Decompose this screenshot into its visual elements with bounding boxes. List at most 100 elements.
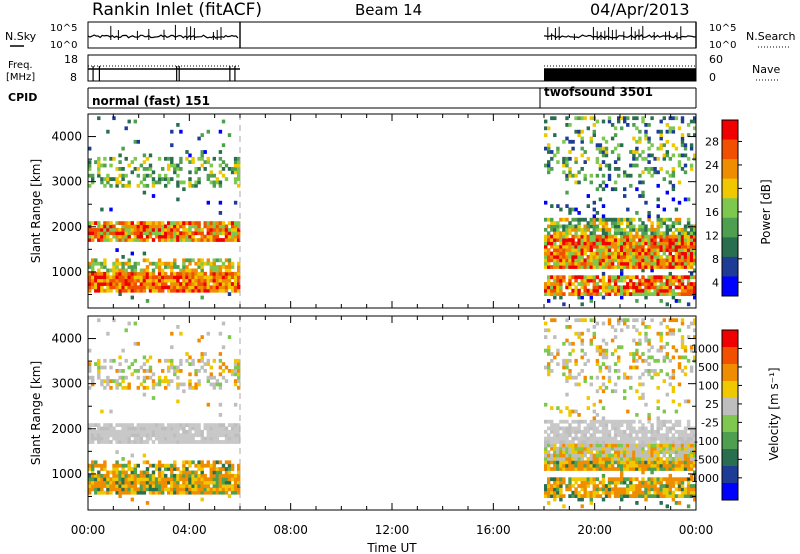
velocity-cell	[544, 467, 548, 471]
velocity-cell	[136, 375, 140, 380]
power-cell	[626, 173, 630, 178]
power-cell	[121, 177, 125, 181]
velocity-cell	[629, 352, 633, 356]
velocity-cell	[653, 494, 657, 498]
velocity-cell	[164, 375, 168, 380]
power-cell	[206, 288, 210, 293]
power-cell	[121, 227, 125, 232]
power-cell	[200, 163, 204, 168]
power-cell	[218, 180, 223, 185]
velocity-cell	[550, 453, 554, 458]
velocity-cell	[139, 473, 144, 478]
velocity-cell	[209, 490, 213, 495]
velocity-cell	[115, 490, 119, 495]
velocity-cell	[686, 504, 691, 509]
velocity-cell	[689, 463, 694, 468]
velocity-cell	[693, 497, 697, 502]
power-cell	[683, 143, 688, 148]
velocity-cell	[668, 453, 672, 458]
velocity-cell	[598, 399, 603, 404]
velocity-cell	[237, 473, 241, 478]
velocity-cell	[224, 429, 229, 434]
power-cell	[580, 234, 584, 239]
power-cell	[680, 248, 685, 252]
velocity-cell	[592, 426, 596, 431]
power-cell	[583, 177, 587, 181]
velocity-cell	[604, 341, 609, 346]
power-cell	[650, 292, 654, 296]
power-cell	[568, 227, 572, 232]
velocity-cell	[230, 429, 235, 434]
velocity-cell	[644, 450, 648, 454]
velocity-cell	[632, 453, 636, 458]
velocity-cell	[668, 419, 672, 424]
power-cell	[583, 217, 587, 222]
velocity-cell	[215, 480, 220, 485]
power-cell	[589, 275, 593, 280]
velocity-cell	[173, 433, 177, 438]
power-cell	[118, 238, 122, 242]
velocity-cell	[142, 429, 147, 434]
power-cell	[218, 258, 223, 263]
power-cell	[635, 231, 639, 236]
power-cell	[665, 258, 669, 263]
velocity-cell	[595, 345, 600, 350]
power-cell	[145, 167, 150, 171]
velocity-cell	[650, 423, 654, 427]
power-cell	[233, 275, 238, 280]
power-cell	[136, 275, 140, 280]
velocity-cell	[164, 433, 168, 438]
velocity-cell	[565, 467, 569, 471]
power-cell	[182, 271, 186, 276]
power-cell	[544, 146, 548, 151]
power-cell	[641, 244, 645, 249]
power-cell	[629, 255, 633, 259]
velocity-cell	[176, 440, 180, 444]
power-cell	[218, 288, 223, 293]
velocity-cell	[677, 355, 682, 360]
velocity-cell	[154, 436, 159, 441]
velocity-cell	[556, 460, 560, 465]
power-cell	[638, 129, 642, 134]
power-cell	[94, 261, 98, 266]
power-cell	[157, 156, 162, 161]
velocity-cell	[665, 504, 669, 509]
velocity-cell	[197, 433, 201, 438]
power-cell	[130, 251, 134, 256]
velocity-cell	[686, 446, 691, 451]
power-cell	[142, 177, 147, 181]
power-cell	[610, 224, 615, 229]
power-cell	[237, 231, 241, 236]
velocity-cell	[142, 369, 147, 373]
velocity-cell	[209, 382, 213, 387]
power-cell	[224, 177, 229, 181]
velocity-cell	[182, 382, 186, 387]
velocity-cell	[607, 490, 612, 495]
velocity-cell	[674, 477, 679, 482]
power-cell	[629, 275, 633, 280]
power-cell	[176, 173, 180, 178]
power-cell	[668, 251, 672, 256]
power-cell	[635, 211, 639, 215]
power-cell	[693, 234, 697, 239]
velocity-cell	[209, 477, 213, 482]
velocity-cell	[671, 443, 676, 448]
velocity-cell	[237, 423, 241, 427]
velocity-cell	[571, 419, 575, 424]
power-cell	[544, 200, 548, 205]
velocity-cell	[194, 490, 198, 495]
velocity-cell	[571, 463, 575, 468]
power-cell	[124, 231, 128, 236]
velocity-cell	[668, 457, 672, 461]
power-cell	[671, 265, 676, 269]
power-cell	[629, 282, 633, 286]
velocity-cell	[97, 477, 101, 482]
power-cell	[559, 295, 563, 300]
velocity-cell	[595, 375, 600, 380]
velocity-cell	[650, 477, 654, 482]
power-cell	[88, 285, 92, 290]
power-cell	[194, 238, 198, 242]
power-cell	[188, 224, 192, 229]
power-cell	[164, 285, 168, 290]
power-cell	[665, 275, 669, 280]
